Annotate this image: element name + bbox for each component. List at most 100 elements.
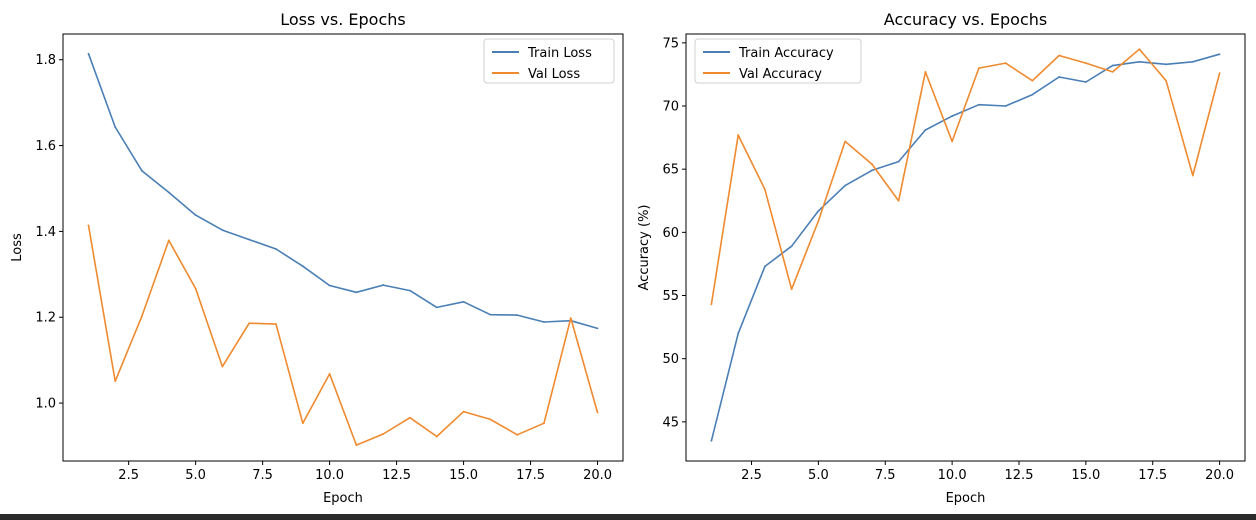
data-point [409, 416, 411, 419]
data-point [817, 220, 820, 222]
chart-title: Loss vs. Epochs [280, 10, 405, 29]
chart-title: Accuracy vs. Epochs [884, 10, 1047, 29]
data-point [382, 284, 385, 286]
x-tick-label: 17.5 [1138, 468, 1167, 483]
data-point [844, 140, 847, 143]
data-point [1111, 64, 1114, 67]
data-point [248, 322, 251, 325]
data-point [275, 248, 277, 250]
data-point [951, 140, 954, 143]
data-point [355, 444, 358, 447]
data-point [569, 317, 572, 319]
y-tick-label: 1.8 [35, 53, 56, 68]
series-line-val [87, 225, 599, 446]
data-point [462, 300, 465, 303]
x-tick-label: 5.0 [808, 468, 829, 483]
x-axis-label: Epoch [323, 491, 363, 506]
data-point [1111, 70, 1114, 73]
data-point [1058, 76, 1061, 78]
y-tick-label: 45 [662, 415, 679, 430]
data-point [221, 365, 224, 368]
data-point [114, 380, 117, 383]
y-axis-label: Loss [10, 233, 25, 262]
x-tick-label: 15.0 [449, 468, 478, 483]
y-tick-label: 65 [662, 163, 679, 178]
data-point [543, 321, 545, 323]
data-point [1084, 62, 1087, 64]
x-tick-label: 12.5 [382, 468, 411, 483]
data-point [167, 191, 170, 194]
data-point [114, 126, 117, 129]
data-point [194, 287, 197, 290]
x-tick-label: 12.5 [1005, 468, 1034, 483]
data-point [435, 435, 438, 438]
data-point [462, 410, 465, 413]
data-point [737, 134, 740, 136]
series-line-val [710, 48, 1221, 305]
data-point [817, 209, 820, 212]
data-point [1004, 62, 1007, 64]
data-point [1004, 105, 1007, 107]
x-tick-label: 20.0 [1205, 468, 1234, 483]
data-point [790, 288, 793, 291]
data-point [764, 188, 766, 191]
data-point [710, 303, 713, 306]
data-point [87, 224, 90, 227]
data-point [194, 214, 197, 216]
x-tick-label: 17.5 [516, 468, 545, 483]
x-tick-label: 7.5 [252, 468, 273, 483]
x-tick-label: 15.0 [1071, 468, 1100, 483]
data-point [870, 163, 873, 166]
y-tick-label: 1.6 [35, 139, 56, 154]
data-point [924, 70, 927, 73]
data-point [141, 315, 143, 317]
bottom-bar [0, 514, 1256, 520]
chart-accuracy: Accuracy vs. Epochs 2.5 5.0 7.5 10.0 12.5 15.0… [637, 10, 1246, 506]
data-point [543, 422, 545, 425]
legend-box [694, 38, 862, 84]
legend-label: Val Loss [528, 67, 580, 82]
x-tick-label: 10.0 [938, 468, 967, 483]
legend: Train Loss Val Loss [483, 38, 615, 84]
data-point [516, 314, 519, 316]
data-point [1084, 81, 1087, 83]
legend-label: Val Accuracy [739, 67, 822, 82]
chart-loss: Loss vs. Epochs 2.5 5.0 7.5 10.0 12.5 15.0 17.5… [10, 10, 624, 506]
data-point [1031, 93, 1034, 96]
y-tick-label: 1.2 [35, 311, 56, 326]
x-tick-label: 10.0 [315, 468, 344, 483]
y-tick-label: 1.0 [35, 397, 56, 412]
data-point [844, 184, 847, 187]
data-point [409, 289, 411, 292]
data-point [328, 372, 331, 375]
y-tick-label: 50 [662, 352, 679, 367]
data-point [382, 433, 385, 435]
data-point [1165, 79, 1167, 82]
y-tick-label: 55 [662, 289, 679, 304]
data-point [301, 422, 304, 425]
series-line-train [87, 53, 598, 330]
data-point [790, 245, 793, 248]
data-point [951, 115, 954, 118]
data-point [1138, 48, 1141, 51]
data-point [275, 323, 277, 326]
x-tick-label: 2.5 [118, 468, 139, 483]
series-line-train [710, 53, 1220, 441]
data-point [301, 265, 304, 268]
data-point [141, 169, 143, 172]
legend: Train Accuracy Val Accuracy [694, 38, 862, 84]
data-point [489, 418, 492, 421]
data-point [87, 52, 90, 55]
plot-frame [685, 33, 1246, 462]
legend-label: Train Loss [527, 46, 592, 61]
plot-frame [62, 33, 624, 462]
data-point [516, 433, 519, 436]
data-point [1165, 63, 1167, 66]
data-point [897, 160, 900, 163]
data-point [737, 332, 740, 335]
data-point [1218, 53, 1221, 56]
x-axis-label: Epoch [946, 491, 986, 506]
data-point [221, 229, 224, 232]
